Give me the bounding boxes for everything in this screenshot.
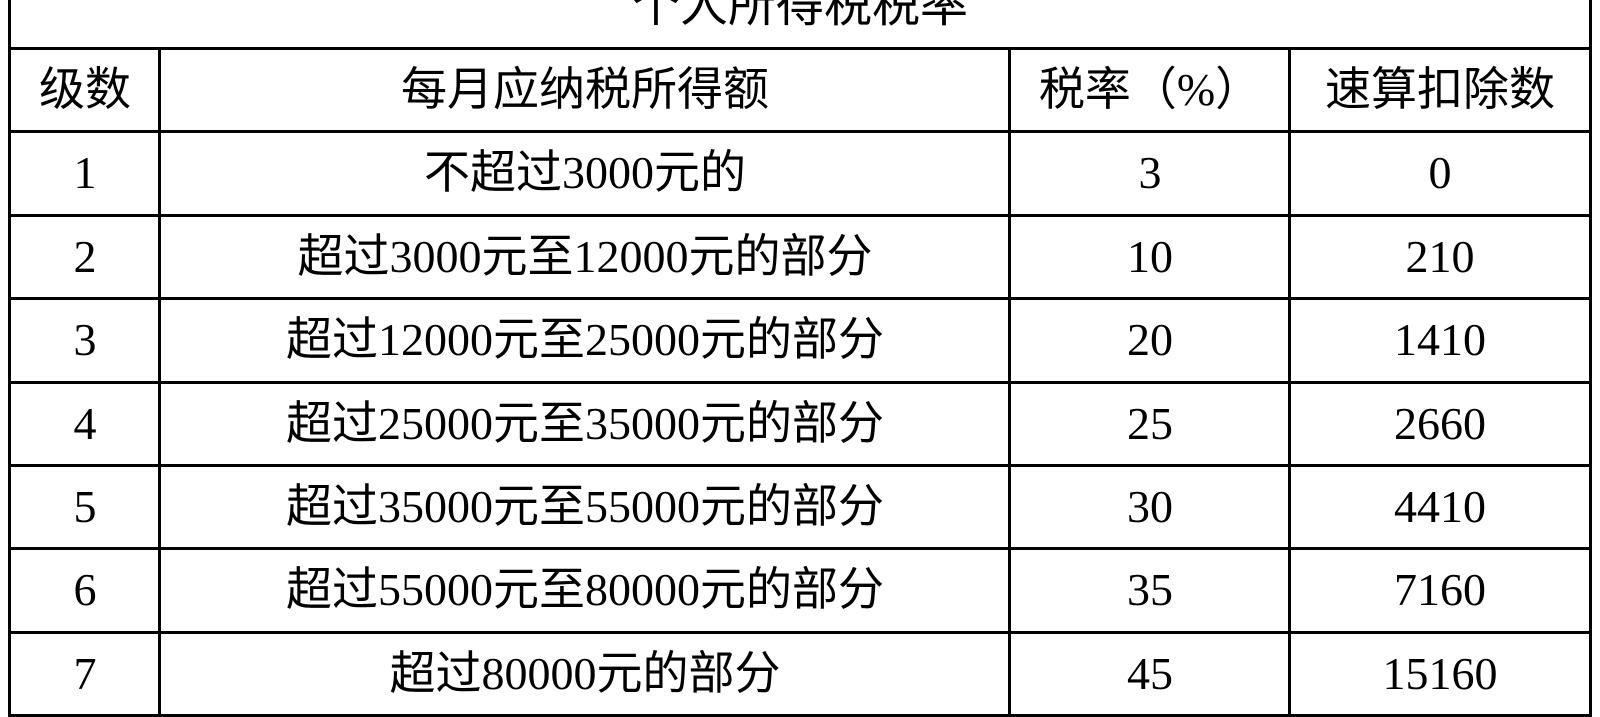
cell-deduction: 1410 [1290,299,1590,382]
cell-level: 5 [10,465,160,548]
table-row: 5 超过35000元至55000元的部分 30 4410 [10,465,1590,548]
table-title-row: 个人所得税税率 [10,0,1590,49]
header-income: 每月应纳税所得额 [160,49,1010,132]
cell-deduction: 0 [1290,132,1590,215]
cell-income: 超过25000元至35000元的部分 [160,382,1010,465]
cell-deduction: 4410 [1290,465,1590,548]
cell-deduction: 15160 [1290,632,1590,715]
table-row: 2 超过3000元至12000元的部分 10 210 [10,215,1590,298]
table-header-row: 级数 每月应纳税所得额 税率（%） 速算扣除数 [10,49,1590,132]
cell-income: 超过12000元至25000元的部分 [160,299,1010,382]
header-level: 级数 [10,49,160,132]
table-row: 4 超过25000元至35000元的部分 25 2660 [10,382,1590,465]
cell-income: 不超过3000元的 [160,132,1010,215]
header-deduction: 速算扣除数 [1290,49,1590,132]
cell-income: 超过3000元至12000元的部分 [160,215,1010,298]
cell-income: 超过55000元至80000元的部分 [160,549,1010,632]
cell-income: 超过80000元的部分 [160,632,1010,715]
table-row: 6 超过55000元至80000元的部分 35 7160 [10,549,1590,632]
cell-level: 4 [10,382,160,465]
cell-rate: 45 [1010,632,1290,715]
cell-deduction: 7160 [1290,549,1590,632]
table-title: 个人所得税税率 [10,0,1590,49]
cell-income: 超过35000元至55000元的部分 [160,465,1010,548]
cell-deduction: 2660 [1290,382,1590,465]
tax-rate-table: 个人所得税税率 级数 每月应纳税所得额 税率（%） 速算扣除数 1 不超过300… [8,0,1591,717]
table-row: 1 不超过3000元的 3 0 [10,132,1590,215]
cell-rate: 3 [1010,132,1290,215]
cell-rate: 10 [1010,215,1290,298]
cell-level: 7 [10,632,160,715]
cell-level: 3 [10,299,160,382]
cell-level: 6 [10,549,160,632]
header-rate: 税率（%） [1010,49,1290,132]
cell-rate: 20 [1010,299,1290,382]
table-row: 7 超过80000元的部分 45 15160 [10,632,1590,715]
cell-rate: 35 [1010,549,1290,632]
cell-rate: 25 [1010,382,1290,465]
cell-level: 1 [10,132,160,215]
cell-level: 2 [10,215,160,298]
table-row: 3 超过12000元至25000元的部分 20 1410 [10,299,1590,382]
cell-deduction: 210 [1290,215,1590,298]
cell-rate: 30 [1010,465,1290,548]
